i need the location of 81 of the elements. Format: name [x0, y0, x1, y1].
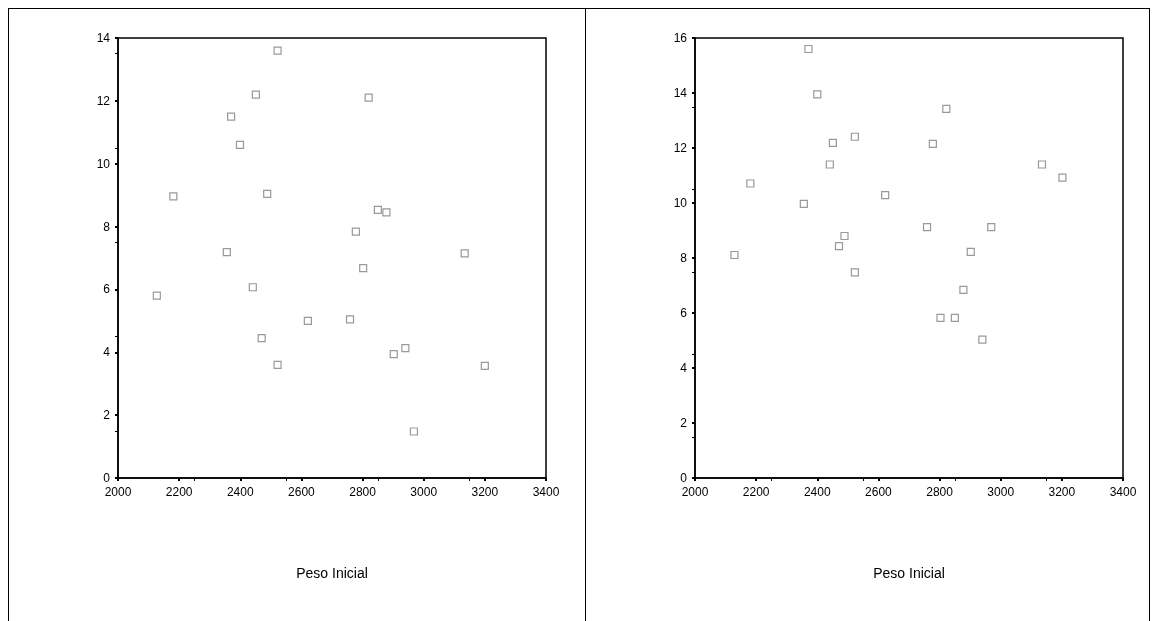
- x-tick-label: 3200: [471, 485, 499, 499]
- y-tick-label: 10: [673, 196, 688, 210]
- y-tick-label: 14: [673, 86, 688, 100]
- point: [834, 242, 844, 251]
- y-tick-label: 10: [96, 156, 111, 171]
- x-tick-label: 3200: [1048, 485, 1076, 499]
- y-tick-label: 8: [103, 219, 111, 234]
- point: [840, 231, 849, 241]
- point: [152, 291, 161, 300]
- x-tick-label: 2200: [165, 485, 193, 499]
- point: [359, 263, 368, 273]
- point: [401, 344, 410, 353]
- point: [936, 313, 945, 323]
- point: [345, 315, 355, 324]
- y-tick-label: 14: [96, 31, 111, 45]
- point: [373, 205, 382, 215]
- x-tick-label: 2400: [803, 485, 831, 499]
- y-tick-label: 12: [673, 141, 688, 155]
- x-axis-title: Peso Inicial: [296, 565, 368, 581]
- point: [169, 192, 178, 201]
- y-tick-label: 0: [103, 471, 111, 485]
- point: [730, 250, 739, 260]
- point: [273, 360, 282, 369]
- point: [382, 208, 391, 217]
- point: [460, 249, 469, 258]
- y-tick-label: 16: [673, 31, 688, 45]
- point: [248, 283, 257, 292]
- point: [850, 132, 859, 141]
- point: [409, 427, 419, 436]
- point: [364, 93, 373, 102]
- point: [825, 160, 834, 169]
- x-tick-label: 2600: [288, 485, 316, 499]
- y-tick-label: 6: [680, 306, 688, 320]
- x-tick-label: 2800: [926, 485, 954, 499]
- x-tick-label: 2600: [865, 485, 893, 499]
- point: [881, 190, 890, 200]
- point: [235, 140, 245, 149]
- point: [1058, 173, 1067, 182]
- point: [942, 104, 951, 114]
- x-tick-label: 3400: [532, 485, 560, 499]
- point: [966, 247, 975, 257]
- point: [257, 334, 266, 343]
- point: [389, 350, 398, 359]
- point: [227, 112, 236, 121]
- point: [251, 90, 260, 99]
- x-tick-label: 2000: [104, 485, 132, 499]
- x-tick-label: 2400: [226, 485, 254, 499]
- point: [480, 361, 489, 370]
- x-tick-label: 3000: [410, 485, 438, 499]
- y-tick-label: 12: [96, 93, 111, 108]
- x-tick-label: 3000: [987, 485, 1015, 499]
- point: [746, 179, 755, 188]
- point: [351, 227, 360, 236]
- point: [850, 268, 859, 277]
- point: [950, 313, 959, 323]
- y-tick-label: 0: [680, 471, 688, 485]
- point: [928, 139, 937, 148]
- point: [1037, 160, 1047, 169]
- x-tick-label: 2200: [742, 485, 770, 499]
- point: [273, 46, 282, 55]
- y-tick-label: 2: [680, 416, 688, 430]
- y-tick-label: 6: [103, 282, 111, 297]
- x-tick-label: 3400: [1109, 485, 1137, 499]
- y-tick-label: 4: [103, 345, 111, 360]
- point: [303, 316, 312, 325]
- point: [922, 223, 932, 232]
- point: [263, 189, 272, 198]
- point: [828, 138, 837, 147]
- point: [987, 223, 996, 232]
- point: [813, 90, 822, 99]
- point: [978, 335, 987, 344]
- point: [959, 285, 968, 294]
- y-tick-label: 8: [680, 251, 688, 265]
- x-tick-label: 2000: [681, 485, 709, 499]
- point: [222, 247, 231, 257]
- point: [799, 199, 808, 208]
- x-axis-title: Peso Inicial: [873, 565, 945, 581]
- y-tick-label: 4: [680, 361, 688, 375]
- x-tick-label: 2800: [349, 485, 377, 499]
- point: [804, 44, 813, 54]
- y-tick-label: 2: [103, 408, 111, 423]
